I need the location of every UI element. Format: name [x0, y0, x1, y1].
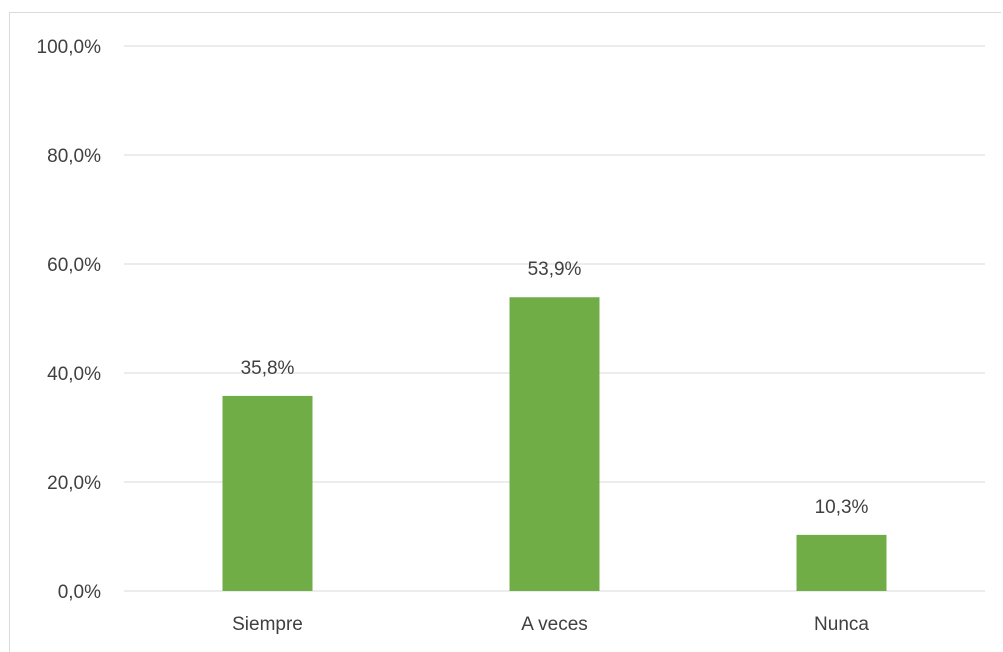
data-label: 10,3%: [815, 497, 869, 518]
data-label: 53,9%: [528, 259, 582, 280]
x-category-label: Siempre: [232, 614, 303, 635]
data-label: 35,8%: [241, 358, 295, 379]
bar-nunca: [796, 534, 887, 591]
labels-layer: 0,0% 20,0% 40,0% 60,0% 80,0% 100,0% 35,8% Siemp…: [37, 37, 870, 635]
y-tick-label: 0,0%: [58, 582, 101, 603]
y-tick-label: 80,0%: [47, 146, 101, 167]
bars-layer: [222, 297, 887, 591]
y-tick-label: 60,0%: [47, 255, 101, 276]
bar-siempre: [222, 395, 313, 591]
chart-frame: [9, 12, 1001, 652]
y-tick-label: 20,0%: [47, 473, 101, 494]
x-category-label: Nunca: [814, 614, 869, 635]
x-category-label: A veces: [521, 614, 588, 635]
y-tick-label: 40,0%: [47, 364, 101, 385]
bar-a-veces: [509, 297, 600, 591]
y-tick-label: 100,0%: [37, 37, 102, 58]
